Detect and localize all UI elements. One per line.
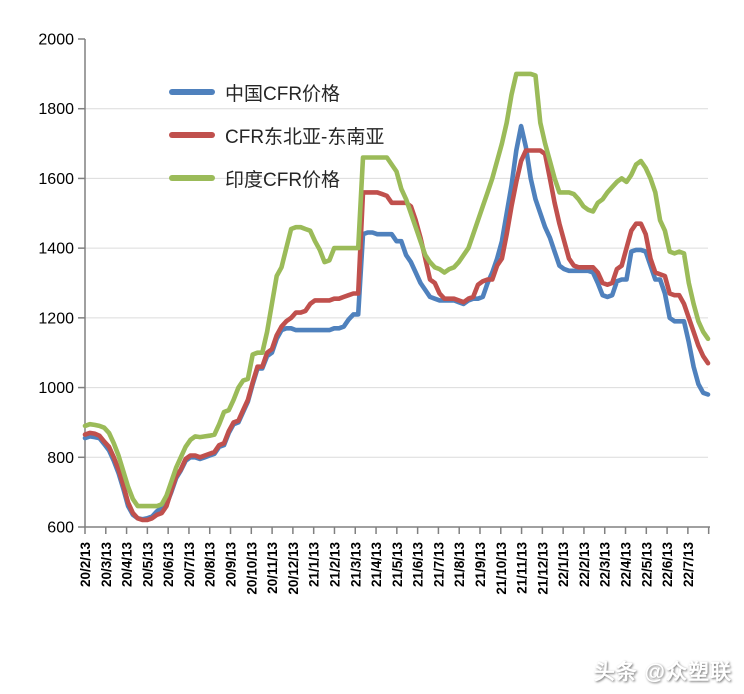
- x-axis-label: 21/8/13: [452, 542, 467, 588]
- x-axis-label: 21/3/13: [348, 542, 363, 588]
- legend-swatch-india-icon: [169, 175, 215, 181]
- x-axis-label: 20/12/13: [286, 542, 301, 595]
- y-axis-label: 1200: [38, 310, 74, 327]
- y-axis-label: 2000: [38, 32, 74, 49]
- x-axis-label: 20/6/13: [161, 542, 176, 588]
- x-axis-label: 20/4/13: [120, 542, 135, 588]
- y-axis-label: 1000: [38, 380, 74, 397]
- series-line-1: [82, 148, 711, 523]
- series-line-2: [82, 71, 711, 509]
- x-axis-label: 22/6/13: [660, 542, 675, 588]
- x-axis-label: 22/7/13: [681, 542, 696, 588]
- legend-label-nea-sea: CFR东北亚-东南亚: [225, 126, 385, 148]
- x-axis-label: 21/6/13: [411, 542, 426, 588]
- x-axis-label: 22/5/13: [639, 542, 654, 588]
- legend-swatch-nea-sea-icon: [169, 132, 215, 138]
- x-axis-label: 21/12/13: [535, 542, 550, 595]
- chart-legend: 中国CFR价格 CFR东北亚-东南亚 印度CFR价格: [169, 79, 384, 191]
- x-axis-label: 20/3/13: [99, 542, 114, 588]
- y-axis-label: 800: [47, 450, 74, 467]
- x-axis-label: 21/5/13: [390, 542, 405, 588]
- watermark: 头条 @众塑联: [593, 661, 732, 684]
- legend-item-india: 印度CFR价格: [169, 165, 384, 191]
- x-axis-label: 21/1/13: [307, 542, 322, 588]
- x-axis-label: 21/2/13: [327, 542, 342, 588]
- x-axis-label: 22/4/13: [619, 542, 634, 588]
- y-axis-label: 600: [47, 520, 74, 537]
- x-axis-label: 20/8/13: [203, 542, 218, 588]
- x-axis-label: 22/2/13: [577, 542, 592, 588]
- y-axis-label: 1600: [38, 171, 74, 188]
- x-axis-label: 21/7/13: [431, 542, 446, 588]
- x-axis-label: 20/11/13: [265, 542, 280, 594]
- y-axis-label: 1400: [38, 241, 74, 258]
- x-axis-label: 20/2/13: [78, 542, 93, 588]
- x-axis-label: 20/7/13: [182, 542, 197, 588]
- x-axis-label: 22/1/13: [556, 542, 571, 588]
- x-axis-label: 21/4/13: [369, 542, 384, 588]
- x-axis-label: 21/9/13: [473, 542, 488, 588]
- x-axis-label: 20/10/13: [244, 542, 259, 595]
- x-axis-label: 22/3/13: [598, 542, 613, 588]
- x-axis-label: 21/11/13: [515, 542, 530, 594]
- legend-swatch-china-icon: [169, 89, 215, 95]
- x-axis-label: 20/5/13: [140, 542, 155, 588]
- y-axis-label: 1800: [38, 101, 74, 118]
- x-axis-label: 21/10/13: [494, 542, 509, 595]
- x-axis-label: 20/9/13: [224, 542, 239, 588]
- legend-item-nea-sea: CFR东北亚-东南亚: [169, 122, 384, 148]
- legend-label-india: 印度CFR价格: [225, 169, 341, 191]
- legend-item-china: 中国CFR价格: [169, 79, 384, 105]
- legend-label-china: 中国CFR价格: [225, 83, 341, 105]
